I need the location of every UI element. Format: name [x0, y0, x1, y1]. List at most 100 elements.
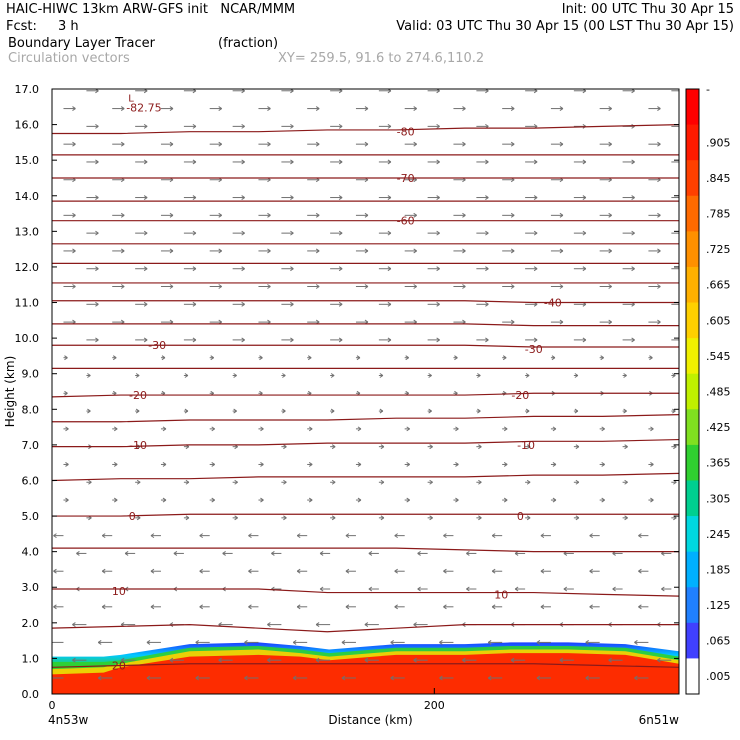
vector-arrowhead [315, 106, 320, 111]
vector-arrowhead [487, 639, 492, 645]
vector-arrowhead [429, 479, 433, 485]
colorbar-swatch [686, 266, 699, 304]
vector-arrowhead [338, 337, 343, 343]
vector-arrowhead [218, 657, 222, 663]
vector-arrowhead [345, 604, 350, 610]
vector-arrowhead [417, 551, 421, 556]
model-title: HAIC-HIWC 13km ARW-GFS init NCAR/MMM [6, 2, 296, 17]
vector-arrowhead [241, 266, 245, 272]
vector-arrowhead [120, 212, 125, 218]
vector-arrowhead [455, 426, 459, 432]
x-endpoint-right: 6n51w [639, 713, 680, 727]
vector-arrowhead [485, 301, 489, 307]
vector-arrowhead [267, 657, 271, 663]
vector-arrowhead [672, 373, 676, 378]
vector-arrowhead [345, 533, 350, 539]
field-name: Boundary Layer Tracer [8, 36, 155, 51]
vector-arrowhead [394, 604, 398, 610]
vector-arrowhead [657, 319, 661, 325]
vector-arrowhead [72, 284, 76, 289]
colorbar-label: .485 [706, 386, 731, 399]
colorbar-swatch [686, 622, 699, 659]
vector-arrowhead [192, 159, 197, 165]
vector-arrowhead [290, 301, 294, 307]
vector-arrowhead [244, 675, 248, 681]
vector-arrowhead [341, 639, 346, 645]
vector-arrowhead [248, 604, 252, 610]
vector-arrowhead [267, 212, 271, 218]
contour-line [52, 588, 679, 597]
colorbar-label: .005 [706, 670, 731, 683]
vector-arrowhead [559, 284, 564, 289]
vector-arrowhead [248, 533, 252, 539]
contour-label: -20 [129, 389, 147, 402]
vector-arrowhead [95, 123, 99, 129]
vector-arrowhead [241, 301, 245, 307]
y-tick-label: 10.0 [15, 332, 40, 345]
vector-arrowhead [417, 586, 421, 592]
vector-arrowhead [244, 639, 248, 645]
vector-arrowhead [120, 248, 125, 254]
vector-arrowhead [387, 159, 392, 165]
vector-arrowhead [364, 141, 369, 147]
contour-labels: -80 -70 -60 -40 -30 -30 -20 -20 -10 -10 0 0 10 10 20 L-… [112, 94, 562, 673]
vector-arrowhead [650, 497, 654, 503]
field-units: (fraction) [218, 36, 279, 51]
vector-arrowhead [394, 568, 398, 574]
vector-arrowhead [503, 497, 508, 503]
vector-arrowhead [491, 604, 496, 610]
y-tick-label: 13.0 [15, 225, 40, 238]
vector-arrowhead [282, 408, 286, 414]
vector-arrowhead [368, 586, 373, 592]
contour-label: 10 [494, 588, 508, 601]
plot-frame [51, 88, 680, 695]
vector-arrowhead [192, 123, 197, 129]
vector-arrowhead [120, 284, 125, 289]
vector-arrowhead [135, 373, 140, 378]
vector-arrowhead [387, 123, 392, 129]
vector-arrowhead [234, 515, 238, 521]
vector-arrowhead [113, 426, 118, 432]
vector-arrowhead [292, 639, 297, 645]
vector-arrowhead [533, 195, 538, 200]
vector-arrowhead [338, 123, 343, 129]
vector-arrowhead [308, 462, 313, 467]
vector-arrowhead [330, 373, 335, 378]
vector-arrowhead [429, 515, 433, 521]
vector-arrowhead [559, 248, 564, 254]
vector-arrowhead [296, 568, 301, 574]
vector-arrowhead [661, 586, 665, 592]
vector-arrowhead [563, 586, 568, 592]
x-tick-label: 0 [49, 699, 56, 712]
vector-arrowhead [510, 141, 515, 147]
vector-arrowhead [502, 355, 507, 361]
colorbar-label: .125 [706, 599, 731, 612]
vector-arrowhead [380, 444, 385, 450]
vector-arrowhead [135, 408, 140, 414]
vector-arrowhead [283, 444, 287, 450]
vector-arrowhead [143, 266, 148, 272]
y-tick-label: 3.0 [22, 581, 40, 594]
contour-label: -80 [397, 126, 415, 139]
colorbar-label: .725 [706, 243, 731, 256]
vector-arrowhead [150, 604, 155, 610]
vector-arrowhead [510, 319, 515, 325]
vector-arrowhead [211, 497, 215, 503]
vector-arrowhead [169, 657, 174, 663]
vector-arrowhead [387, 337, 392, 343]
vector-arrowhead [387, 195, 392, 200]
colorbar-swatch [686, 338, 699, 375]
vector-arrowhead [536, 639, 541, 645]
vector-arrowhead [143, 123, 148, 129]
vector-arrowhead [72, 657, 76, 663]
vector-arrowhead [267, 248, 271, 254]
vector-arrowhead [533, 230, 538, 236]
vector-arrowhead [485, 159, 489, 165]
colorbar-swatch [686, 160, 699, 197]
temperature-contours [52, 123, 679, 668]
contour-label: -30 [148, 339, 166, 352]
vector-arrowhead [296, 533, 301, 539]
vector-arrowhead [338, 230, 343, 236]
x-endpoint-left: 4n53w [48, 713, 89, 727]
vector-arrowhead [608, 657, 612, 663]
